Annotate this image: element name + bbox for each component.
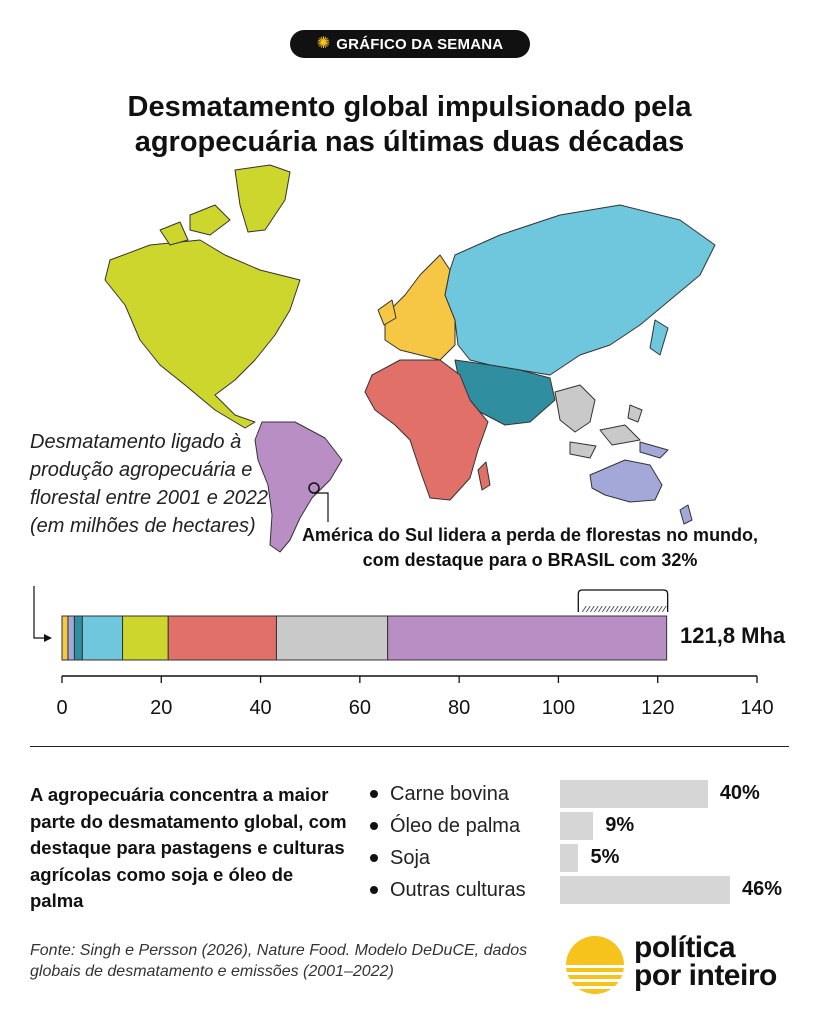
sector-summary: A agropecuária concentra a maior parte d… (30, 784, 347, 911)
x-tick-label: 60 (349, 697, 371, 719)
share-pct: 40% (719, 782, 760, 804)
logo-sun-icon (566, 936, 624, 994)
bar-segment-europe (61, 615, 69, 661)
brazil-hatch (609, 605, 615, 613)
share-label: Soja (390, 846, 431, 869)
map-region-southeast-asia (554, 384, 596, 433)
share-pct: 9% (605, 814, 635, 836)
arrow-head-icon (44, 634, 52, 642)
brazil-hatch (657, 605, 663, 613)
share-bar (560, 844, 579, 872)
bullet-icon (370, 822, 378, 830)
brazil-marker (308, 482, 320, 494)
map-region-greenland (234, 164, 291, 233)
bullet-icon (370, 790, 378, 798)
brazil-hatch (593, 605, 599, 613)
brazil-hatch (649, 605, 655, 613)
brazil-hatch (581, 605, 587, 613)
logo-line-2: por inteiro (634, 959, 777, 992)
bar-segment-central-asia (81, 615, 124, 661)
sector-share-list: Carne bovina 40% Óleo de palma 9% Soja 5… (370, 778, 790, 906)
share-bar (560, 876, 730, 904)
logo-line-1: política (634, 931, 736, 964)
brazil-hatch (661, 605, 667, 613)
map-region-africa (364, 359, 489, 501)
x-tick-label: 0 (56, 697, 67, 719)
sun-icon: ✺ (316, 35, 331, 52)
share-label: Carne bovina (390, 782, 509, 805)
brazil-hatch (589, 605, 595, 613)
brazil-hatch (585, 605, 591, 613)
bullet-icon (370, 854, 378, 862)
brazil-hatch (641, 605, 647, 613)
brazil-hatch (637, 605, 643, 613)
brazil-hatch (601, 605, 607, 613)
chart-of-the-week-badge: ✺ GRÁFICO DA SEMANA (290, 30, 530, 58)
logo-wordmark: política por inteiro (634, 931, 777, 992)
brazil-bracket (577, 589, 669, 612)
bar-segment-south-america (387, 615, 668, 661)
share-label: Outras culturas (390, 878, 526, 901)
page-title: Desmatamento global impulsionado pela ag… (127, 91, 692, 158)
total-value: 121,8 Mha (680, 623, 786, 648)
brazil-hatch (597, 605, 603, 613)
share-row-palm-oil: Óleo de palma 9% (370, 810, 790, 842)
share-pct: 46% (742, 878, 783, 900)
x-tick-label: 80 (448, 697, 470, 719)
map-region-south-america (254, 421, 343, 553)
share-row-other-crops: Outras culturas 46% (370, 874, 790, 906)
badge-label: GRÁFICO DA SEMANA (336, 35, 504, 53)
share-label: Óleo de palma (390, 814, 521, 837)
note-arrow (33, 586, 48, 639)
brazil-hatch (645, 605, 651, 613)
bar-segment-north-america (122, 615, 169, 661)
brazil-hatch (625, 605, 631, 613)
chart-legend-note: Desmatamento ligado à produção agropecuá… (30, 431, 268, 537)
x-tick-label: 40 (249, 697, 271, 719)
share-row-beef: Carne bovina 40% (370, 778, 790, 810)
brand-logo: política por inteiro (566, 931, 796, 996)
source-note: Fonte: Singh e Persson (2026), Nature Fo… (30, 942, 528, 980)
share-pct: 5% (590, 846, 620, 868)
x-tick-label: 140 (740, 697, 773, 719)
x-tick-label: 100 (542, 697, 575, 719)
brazil-hatch (629, 605, 635, 613)
brazil-hatch (621, 605, 627, 613)
bar-segment-southeast-asia (275, 615, 389, 661)
share-bar (560, 812, 594, 840)
map-region-oceania (589, 459, 663, 503)
bar-segment-africa (167, 615, 277, 661)
brazil-hatch (605, 605, 611, 613)
map-region-north-america (104, 239, 301, 429)
brazil-hatch (653, 605, 659, 613)
brazil-hatch (617, 605, 623, 613)
stacked-bar-chart: 0 20 40 60 80 100 120 140 (33, 586, 774, 719)
brazil-hatch (613, 605, 619, 613)
divider (30, 746, 789, 747)
x-tick-label: 20 (150, 697, 172, 719)
bar-segment-oceania (67, 615, 75, 661)
brazil-callout: América do Sul lidera a perda de florest… (301, 525, 759, 570)
share-bar (560, 780, 708, 808)
map-region-central-asia (444, 204, 716, 376)
callout-leader-line (314, 492, 329, 522)
brazil-hatch (633, 605, 639, 613)
world-map (104, 164, 716, 553)
x-tick-label: 120 (641, 697, 674, 719)
bullet-icon (370, 886, 378, 894)
map-region-europe (384, 254, 456, 361)
bar-segment-middle-east (73, 615, 83, 661)
share-row-soy: Soja 5% (370, 842, 790, 874)
